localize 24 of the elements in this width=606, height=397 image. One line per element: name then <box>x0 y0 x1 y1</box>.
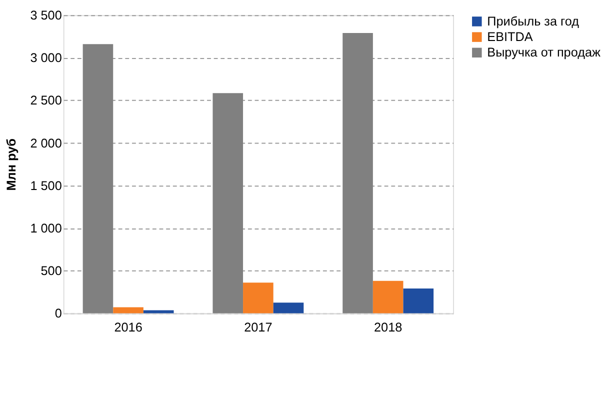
y-tick-label: 2 500 <box>30 94 62 108</box>
y-tick-label: 3 500 <box>30 8 62 23</box>
bar <box>403 288 434 314</box>
bar <box>273 302 304 314</box>
y-tick-label: 0 <box>54 306 62 321</box>
bar <box>212 93 244 314</box>
x-tick-label: 2016 <box>114 320 142 334</box>
legend-label: Выручка от продаж <box>487 46 602 60</box>
y-axis-title: Млн руб <box>4 138 19 191</box>
legend-label: Прибыль за год <box>487 14 580 28</box>
y-tick-label: 1 500 <box>30 178 62 193</box>
bar <box>113 307 144 314</box>
bar <box>342 33 373 314</box>
x-tick-label: 2017 <box>244 320 272 334</box>
y-tick-label: 1 000 <box>30 221 62 236</box>
y-tick-label: 3 000 <box>30 51 62 66</box>
y-tick-label: 2 000 <box>30 136 62 150</box>
x-tick-label: 2018 <box>374 320 402 334</box>
bar <box>143 310 174 314</box>
bar <box>82 44 114 314</box>
bar <box>372 280 404 314</box>
legend-label: EBITDA <box>487 30 534 44</box>
y-tick-label: 500 <box>40 264 62 278</box>
bar <box>243 282 274 314</box>
